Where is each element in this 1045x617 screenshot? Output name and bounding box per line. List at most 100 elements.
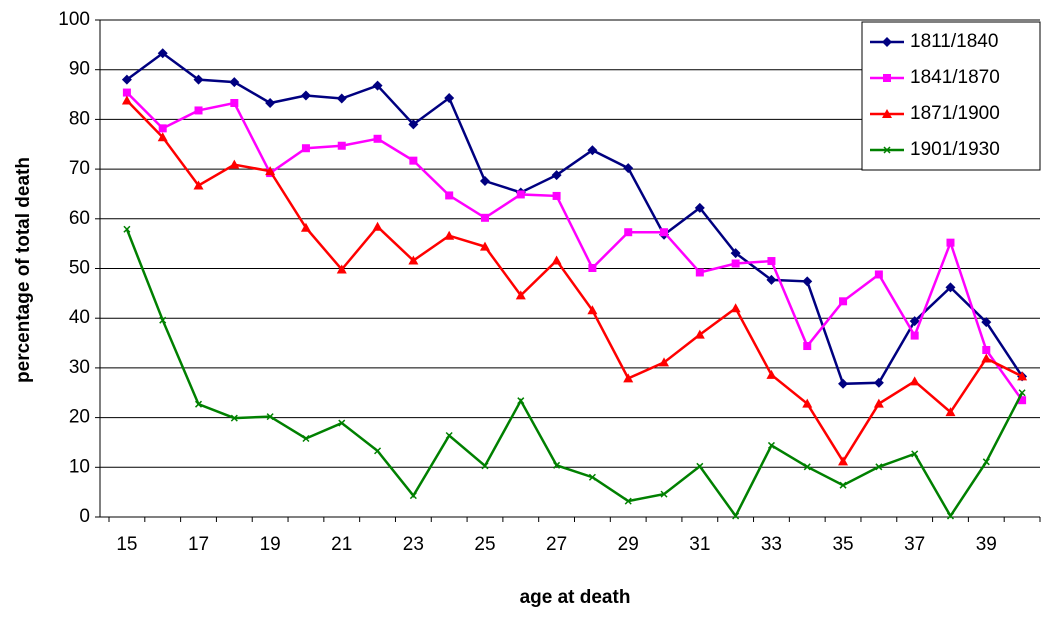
marker xyxy=(373,134,382,143)
marker xyxy=(408,119,419,130)
marker xyxy=(587,145,598,156)
marker xyxy=(338,419,346,427)
marker xyxy=(481,462,489,470)
marker xyxy=(802,398,813,408)
marker xyxy=(873,398,884,408)
marker xyxy=(121,74,132,85)
marker xyxy=(766,369,777,379)
marker xyxy=(265,166,276,176)
marker xyxy=(302,434,310,443)
marker xyxy=(1018,396,1027,405)
legend-box xyxy=(861,21,1041,171)
x-axis-title: age at death xyxy=(520,587,631,608)
legend-label: 1871/1900 xyxy=(910,103,1000,124)
marker xyxy=(515,290,526,300)
marker xyxy=(803,463,811,471)
marker xyxy=(336,264,347,274)
x-tick-label: 17 xyxy=(188,534,209,555)
marker xyxy=(300,222,311,232)
marker xyxy=(1018,389,1026,397)
marker xyxy=(659,357,670,367)
x-tick-label: 27 xyxy=(546,534,567,555)
marker xyxy=(694,329,705,339)
marker xyxy=(946,512,955,520)
marker xyxy=(265,97,276,108)
marker xyxy=(838,378,849,389)
marker xyxy=(982,346,991,355)
series-line xyxy=(126,91,1024,401)
x-tick-label: 15 xyxy=(116,534,137,555)
y-tick-label: 40 xyxy=(69,307,90,328)
marker xyxy=(301,144,310,153)
marker xyxy=(229,77,240,88)
marker xyxy=(803,342,812,351)
marker xyxy=(588,264,597,273)
marker xyxy=(551,170,562,181)
marker xyxy=(1017,371,1028,381)
marker xyxy=(839,297,848,306)
marker xyxy=(873,377,884,388)
marker xyxy=(945,407,956,417)
legend: 1811/1840 1841/1870 1871/1900 1901/1930 xyxy=(861,21,1041,171)
marker xyxy=(408,255,419,265)
marker xyxy=(911,450,919,458)
marker xyxy=(337,141,346,150)
marker xyxy=(193,180,204,190)
x-tick-label: 31 xyxy=(689,534,710,555)
marker xyxy=(121,95,132,105)
marker xyxy=(730,303,741,313)
marker xyxy=(266,413,274,421)
marker xyxy=(479,241,490,251)
marker xyxy=(445,431,453,440)
series-line xyxy=(126,99,1023,464)
marker xyxy=(588,473,596,481)
marker xyxy=(551,255,562,265)
marker xyxy=(516,190,525,199)
marker xyxy=(336,93,347,104)
series-line xyxy=(125,228,1024,519)
marker xyxy=(694,202,705,213)
marker xyxy=(194,106,203,115)
marker xyxy=(445,191,454,200)
series-line xyxy=(126,51,1024,386)
x-tick-label: 39 xyxy=(976,534,997,555)
y-tick-label: 30 xyxy=(69,357,90,378)
marker xyxy=(982,458,990,466)
y-axis-title: percentage of total death xyxy=(13,157,34,383)
marker xyxy=(946,238,955,247)
marker xyxy=(158,124,167,133)
marker xyxy=(157,48,168,59)
x-tick-label: 33 xyxy=(761,534,782,555)
marker xyxy=(230,414,238,422)
y-tick-label: 100 xyxy=(58,9,90,30)
marker xyxy=(732,512,740,520)
marker xyxy=(193,74,204,85)
x-tick-label: 23 xyxy=(403,534,424,555)
marker xyxy=(874,270,883,279)
marker xyxy=(157,132,168,142)
marker xyxy=(553,461,561,469)
y-tick-label: 50 xyxy=(69,258,90,279)
marker xyxy=(838,456,849,466)
x-tick-label: 25 xyxy=(474,534,495,555)
y-tick-label: 90 xyxy=(69,59,90,80)
marker xyxy=(159,316,167,324)
legend-label: 1811/1840 xyxy=(910,31,998,52)
legend-label: 1841/1870 xyxy=(910,67,1000,88)
marker xyxy=(122,88,131,97)
marker xyxy=(587,305,598,315)
marker xyxy=(696,462,704,470)
marker xyxy=(766,274,777,285)
marker xyxy=(910,331,919,340)
marker xyxy=(839,481,847,489)
marker xyxy=(883,74,891,82)
marker xyxy=(623,163,634,174)
marker xyxy=(730,248,741,259)
y-tick-label: 0 xyxy=(79,506,90,527)
y-tick-label: 10 xyxy=(69,456,90,477)
marker xyxy=(731,259,740,268)
y-tick-label: 70 xyxy=(69,158,90,179)
y-tick-label: 60 xyxy=(69,208,90,229)
marker xyxy=(480,213,489,222)
